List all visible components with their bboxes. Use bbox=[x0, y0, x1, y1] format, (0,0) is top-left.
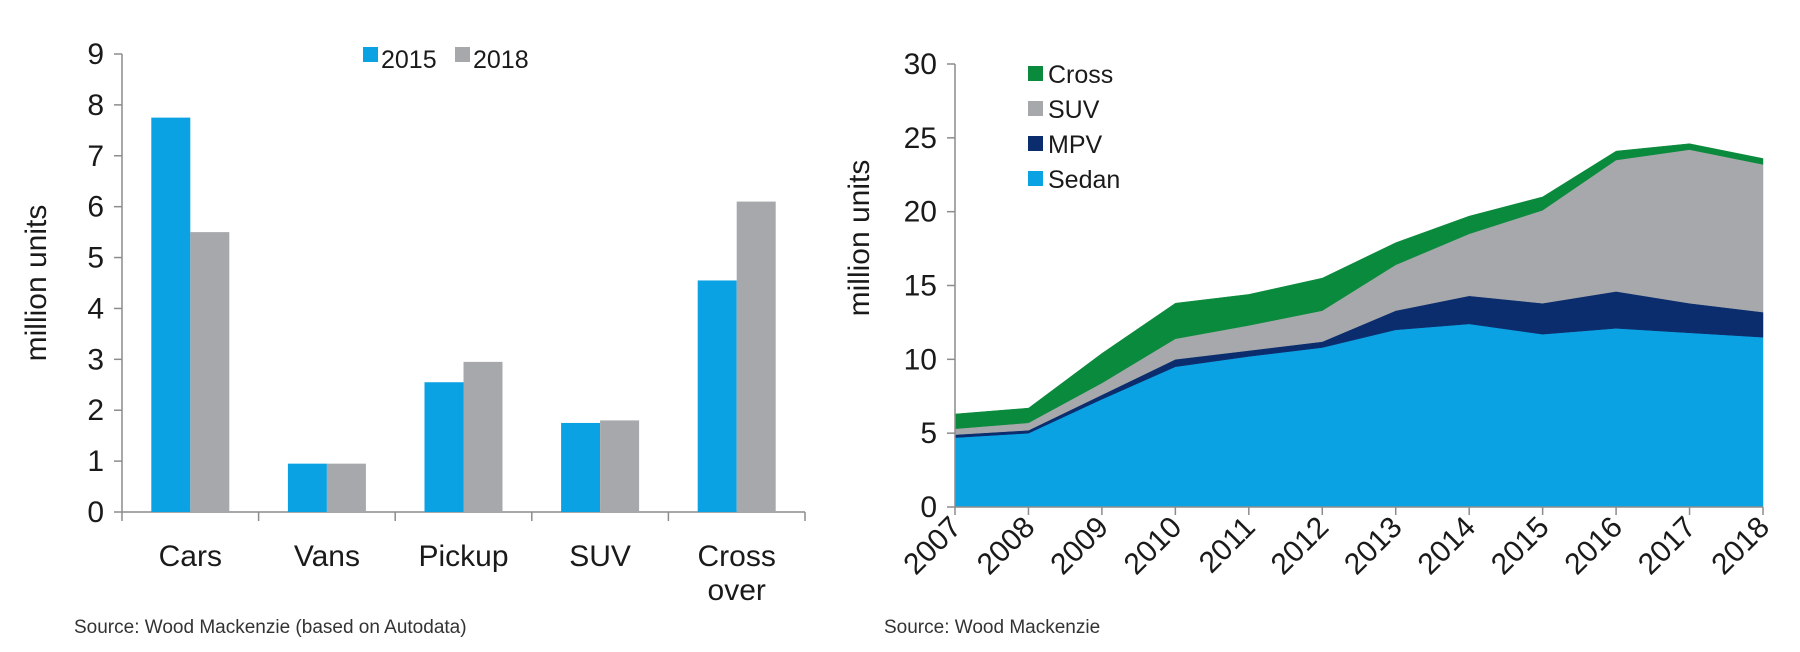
x-tick-label: 2015 bbox=[1485, 511, 1556, 582]
legend-label: Sedan bbox=[1048, 166, 1120, 194]
legend-swatch-sedan bbox=[1028, 171, 1043, 186]
source-note: Source: Wood Mackenzie (based on Autodat… bbox=[74, 617, 467, 638]
x-tick-label: 2013 bbox=[1338, 511, 1409, 582]
bar-2018-cross-over bbox=[736, 201, 776, 513]
y-tick-label: 5 bbox=[920, 417, 937, 450]
x-tick-label: 2012 bbox=[1265, 511, 1336, 582]
y-tick-label: 8 bbox=[87, 89, 104, 122]
legend: 2015 2018 bbox=[363, 46, 529, 74]
x-tick-label: 2017 bbox=[1632, 511, 1703, 582]
legend-label: Cross bbox=[1048, 61, 1113, 89]
legend-label: SUV bbox=[1048, 96, 1100, 124]
y-tick-label: 10 bbox=[904, 343, 937, 376]
x-tick-label: 2018 bbox=[1705, 511, 1776, 582]
x-tick-label: 2009 bbox=[1044, 511, 1115, 582]
x-category-label: Vans bbox=[294, 540, 360, 573]
legend-swatch-mpv bbox=[1028, 136, 1043, 151]
legend-swatch-2015 bbox=[363, 47, 378, 62]
area-sedan bbox=[954, 323, 1764, 508]
area-cross bbox=[954, 143, 1764, 429]
x-tick-label: 2016 bbox=[1559, 511, 1630, 582]
legend-label: 2018 bbox=[473, 46, 529, 74]
y-tick-label: 3 bbox=[87, 343, 104, 376]
legend-label: 2015 bbox=[381, 46, 437, 74]
x-category-label: Pickup bbox=[418, 540, 508, 573]
y-tick-label: 6 bbox=[87, 191, 104, 224]
y-tick-label: 0 bbox=[87, 496, 104, 529]
bar-2015-cross-over bbox=[697, 280, 737, 512]
bar-2018-pickup bbox=[463, 361, 503, 512]
y-tick-label: 7 bbox=[87, 140, 104, 173]
y-tick-label: 0 bbox=[920, 491, 937, 524]
legend-swatch-cross bbox=[1028, 66, 1043, 81]
legend-swatch-2018 bbox=[455, 47, 470, 62]
y-tick-label: 9 bbox=[87, 38, 104, 71]
y-tick-label: 5 bbox=[87, 242, 104, 275]
legend-label: MPV bbox=[1048, 131, 1103, 159]
y-tick-label: 15 bbox=[904, 270, 937, 303]
x-tick-label: 2007 bbox=[897, 511, 968, 582]
y-tick-label: 2 bbox=[87, 394, 104, 427]
y-axis-label: million units bbox=[20, 205, 53, 362]
legend-swatch-suv bbox=[1028, 101, 1043, 116]
x-tick-label: 2010 bbox=[1118, 511, 1189, 582]
x-category-label: Cross bbox=[698, 540, 776, 573]
bar-2015-pickup bbox=[424, 382, 464, 512]
x-category-label: over bbox=[708, 574, 766, 607]
x-tick-label: 2008 bbox=[971, 511, 1042, 582]
y-tick-label: 4 bbox=[87, 292, 104, 325]
x-tick-label: 2014 bbox=[1412, 511, 1483, 582]
bar-2015-cars bbox=[151, 117, 191, 512]
y-axis-label: million units bbox=[843, 160, 876, 317]
x-category-label: SUV bbox=[569, 540, 631, 573]
legend: Cross SUV MPV Sedan bbox=[1028, 61, 1120, 194]
source-note: Source: Wood Mackenzie bbox=[884, 617, 1100, 638]
y-tick-label: 20 bbox=[904, 196, 937, 229]
bar-2015-vans bbox=[287, 463, 327, 512]
bar-2015-suv bbox=[561, 422, 601, 512]
x-tick-label: 2011 bbox=[1193, 511, 1262, 580]
x-category-label: Cars bbox=[159, 540, 222, 573]
y-tick-label: 25 bbox=[904, 122, 937, 155]
area-chart: 0 5 10 15 20 25 30 2007 2008 2009 2010 2011 2012 2013… bbox=[843, 48, 1776, 638]
y-tick-label: 30 bbox=[904, 48, 937, 81]
bar-2018-vans bbox=[326, 463, 366, 512]
bar-2018-cars bbox=[190, 232, 230, 512]
bar-2018-suv bbox=[600, 420, 640, 512]
y-tick-label: 1 bbox=[87, 445, 104, 478]
